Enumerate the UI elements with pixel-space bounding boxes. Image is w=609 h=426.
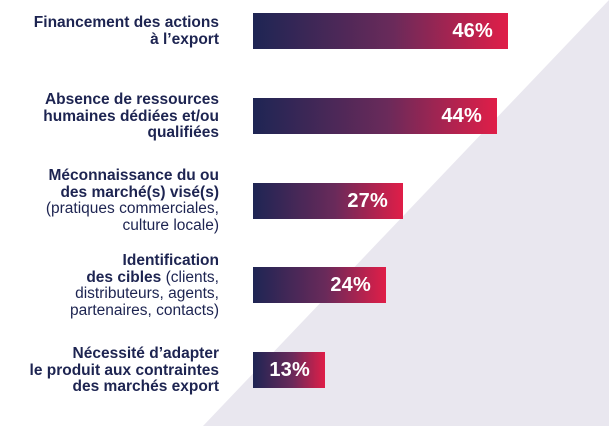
category-label-text: des marché(s) visé(s): [60, 183, 219, 201]
category-label-line: Absence de ressources: [4, 91, 219, 109]
category-label-line: humaines dédiées et/ou: [4, 107, 219, 126]
category-label-text: partenaires, contacts): [69, 301, 219, 319]
category-label-line: des marchés export: [4, 378, 219, 396]
bar: 13%: [253, 352, 325, 388]
category-label-text: à l’export: [150, 30, 219, 48]
bar: 46%: [253, 13, 508, 49]
category-label-text: Méconnaissance du ou: [48, 167, 219, 184]
category-label-text: Nécessité d’adapter: [72, 345, 219, 362]
category-label-text: Financement des actions: [33, 14, 219, 31]
category-label-line: le produit aux contraintes: [4, 361, 219, 380]
category-label-line: Nécessité d’adapter: [4, 345, 219, 363]
bar-value-label: 13%: [269, 359, 310, 381]
category-label-line: Méconnaissance du ou: [4, 167, 219, 185]
category-label-text: (pratiques commerciales,: [45, 200, 219, 217]
category-label-line: Financement des actions: [4, 14, 219, 32]
bar-value-label: 44%: [441, 105, 482, 127]
category-label-line: à l’export: [4, 30, 219, 49]
bar-value-label: 46%: [452, 20, 493, 42]
bar-value-label: 24%: [330, 274, 371, 296]
category-label-text: qualifiées: [147, 124, 220, 141]
category-label-line: Identification: [4, 252, 219, 270]
category-label-text: Identification: [122, 252, 219, 269]
category-label-text: culture locale): [122, 216, 220, 234]
category-label-line: (pratiques commerciales,: [4, 200, 219, 218]
category-label-line: des marché(s) visé(s): [4, 183, 219, 202]
bar: 44%: [253, 98, 497, 134]
bar: 24%: [253, 267, 386, 303]
category-label: Financement des actions à l’export: [4, 14, 219, 49]
category-label-line: partenaires, contacts): [4, 301, 219, 320]
category-label: Nécessité d’adapter le produit aux contra…: [4, 345, 219, 396]
category-label-text: le produit aux contraintes: [29, 361, 219, 379]
bar-value-label: 27%: [347, 190, 388, 212]
category-label-text: des cibles: [86, 268, 162, 286]
category-label: Identification des cibles (clients, distri…: [4, 252, 219, 320]
category-label-text: Absence de ressources: [44, 91, 219, 108]
category-label-line: des cibles (clients,: [4, 268, 219, 287]
category-label-text: distributeurs, agents,: [75, 285, 219, 302]
category-label-line: qualifiées: [4, 124, 220, 142]
category-label-text: (clients,: [161, 268, 219, 286]
category-label: Méconnaissance du ou des marché(s) visé(s…: [4, 167, 220, 235]
category-label: Absence de ressources humaines dédiées et…: [4, 91, 220, 142]
category-label-line: culture locale): [4, 216, 220, 235]
bar: 27%: [253, 183, 403, 219]
category-label-text: des marchés export: [72, 378, 219, 395]
category-label-text: humaines dédiées et/ou: [43, 107, 219, 125]
category-label-line: distributeurs, agents,: [4, 285, 219, 303]
